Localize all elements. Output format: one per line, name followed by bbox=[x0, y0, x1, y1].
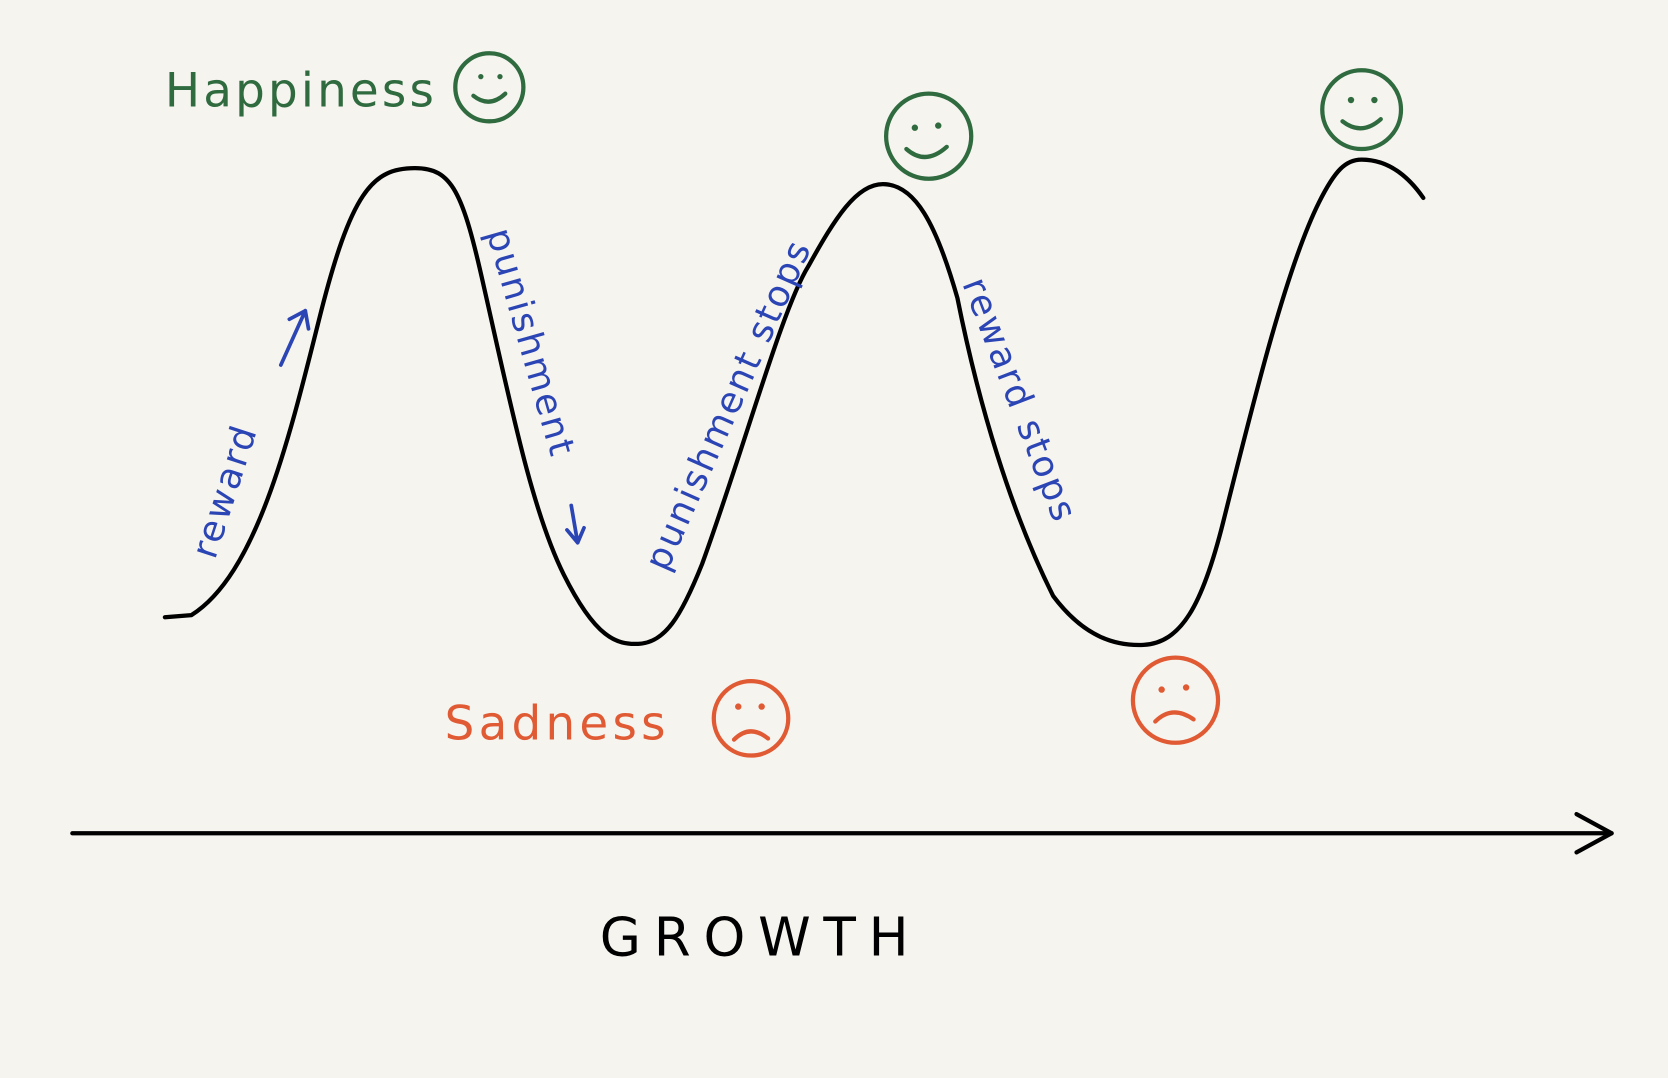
happy-face bbox=[883, 91, 974, 181]
sad-face bbox=[711, 678, 791, 758]
x-axis bbox=[70, 811, 1614, 855]
axis-label: GROWTH bbox=[600, 907, 922, 969]
arrow bbox=[278, 308, 311, 367]
sad-face bbox=[1130, 655, 1221, 745]
happiness-label: Happiness bbox=[165, 64, 437, 118]
happy-face bbox=[453, 51, 526, 124]
wave bbox=[162, 157, 1426, 648]
happy-face bbox=[1320, 68, 1404, 152]
arrow bbox=[565, 503, 586, 545]
sadness-label: Sadness bbox=[445, 698, 670, 752]
